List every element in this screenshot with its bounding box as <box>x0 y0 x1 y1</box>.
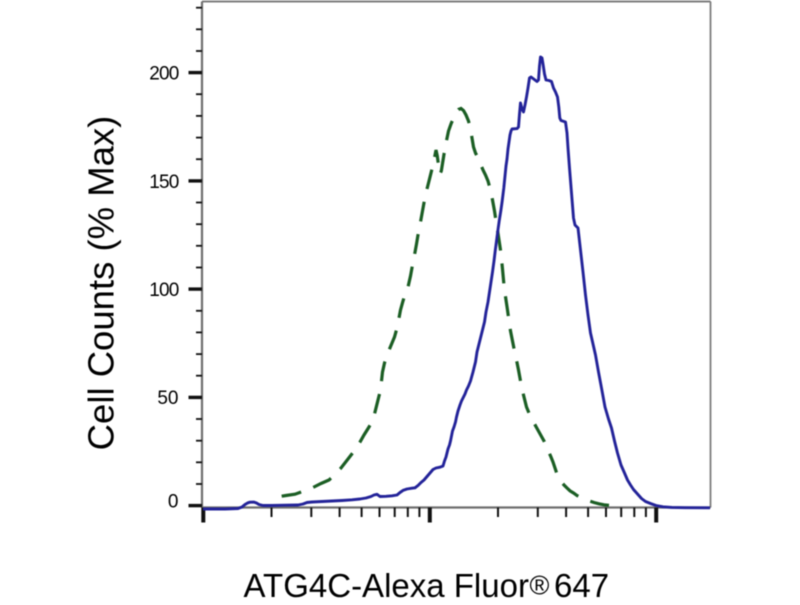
svg-text:100: 100 <box>149 280 179 301</box>
svg-text:647: 647 <box>554 567 609 600</box>
svg-text:®: ® <box>530 571 550 601</box>
svg-text:50: 50 <box>157 388 178 409</box>
svg-text:Cell Counts (% Max): Cell Counts (% Max) <box>80 116 121 451</box>
svg-text:ATG4C-Alexa Fluor: ATG4C-Alexa Fluor <box>244 567 529 600</box>
svg-text:0: 0 <box>168 492 179 513</box>
svg-text:200: 200 <box>149 64 179 85</box>
svg-text:150: 150 <box>149 172 179 193</box>
